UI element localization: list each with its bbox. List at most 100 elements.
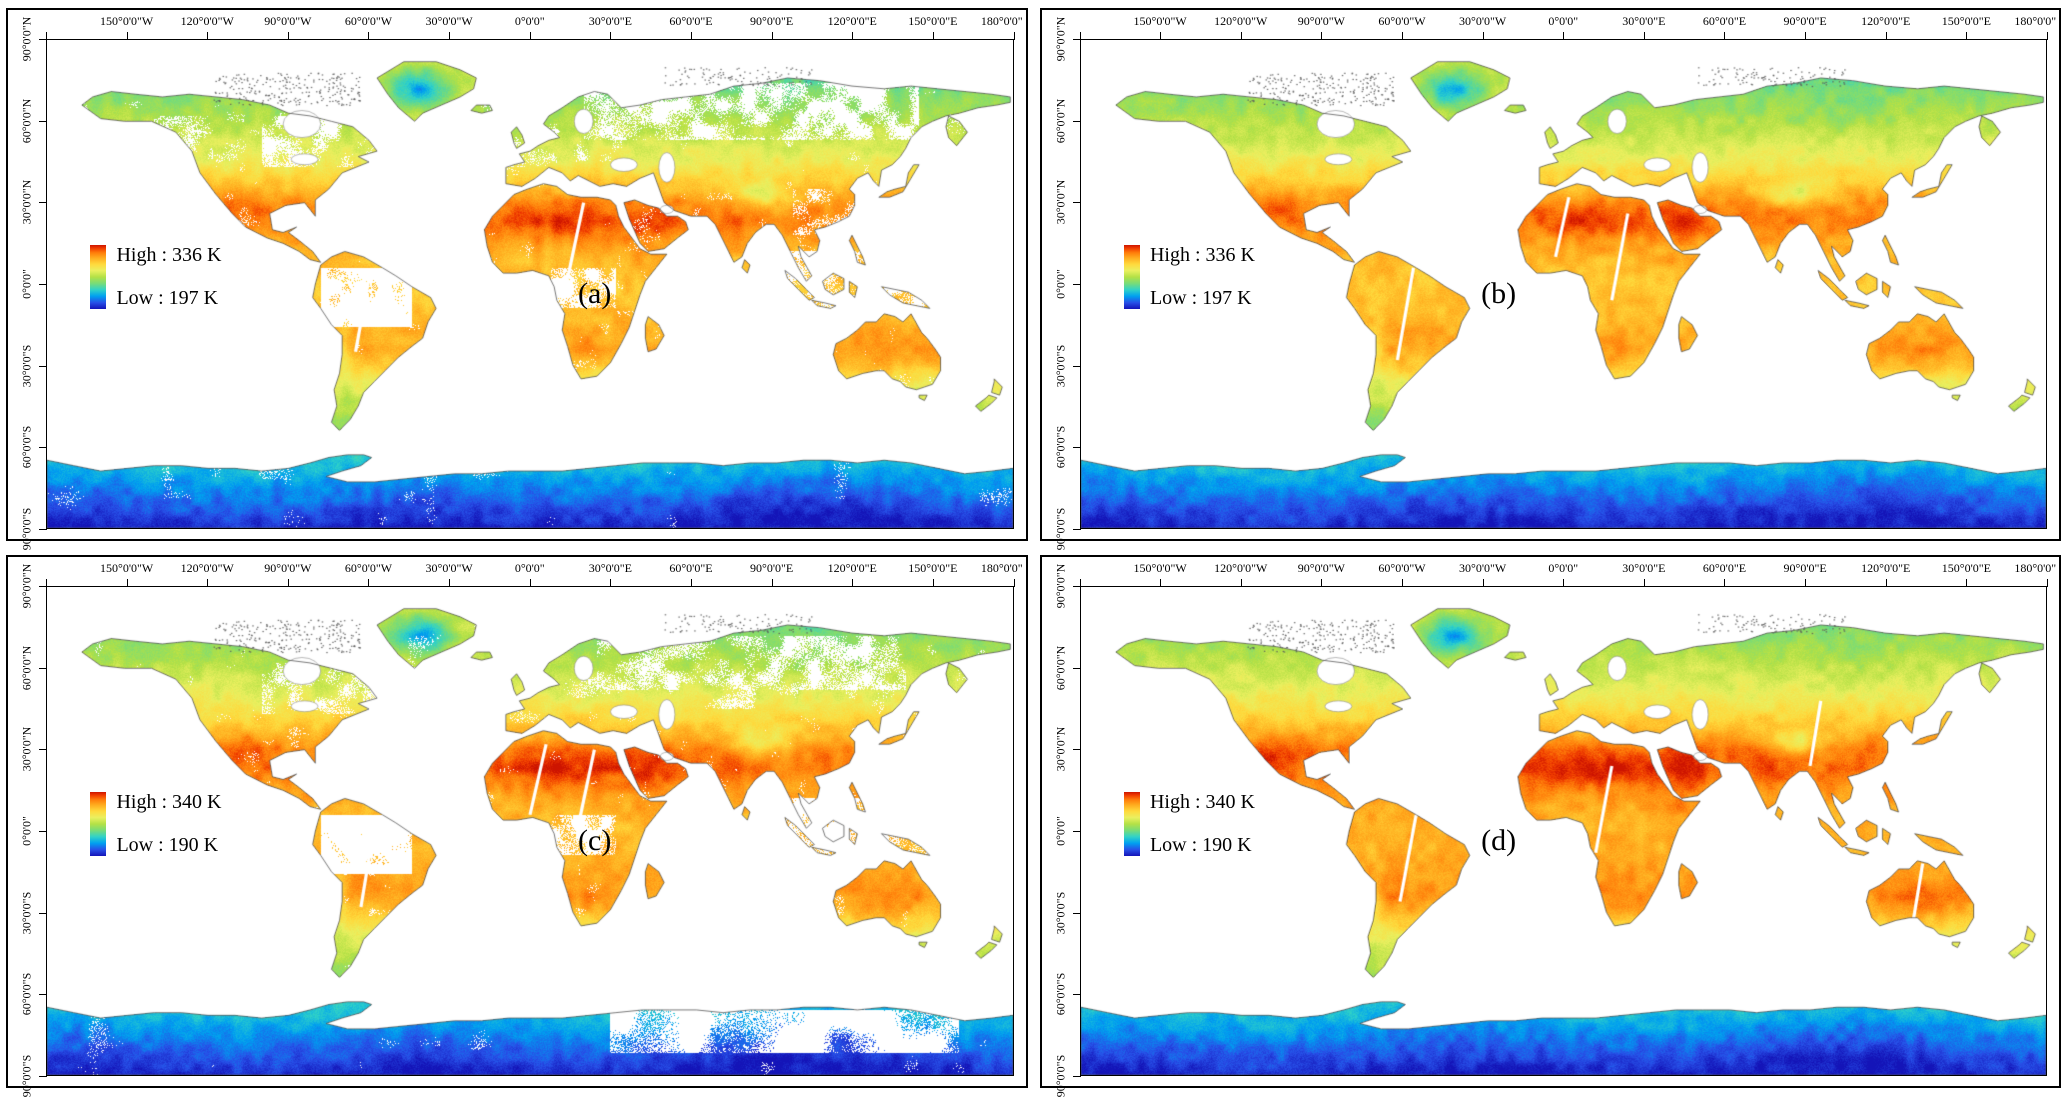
longitude-tick <box>1805 579 1807 587</box>
latitude-tick <box>1072 202 1081 204</box>
longitude-label: 150°0'0"W <box>1133 14 1187 28</box>
latitude-label: 90°0'0"N <box>1053 563 1067 609</box>
longitude-label: 120°0'0"W <box>180 561 234 575</box>
longitude-label: 180°0'0" <box>980 561 1023 575</box>
latitude-label: 0°0'0" <box>19 816 34 846</box>
longitude-tick <box>1079 32 1081 40</box>
longitude-tick <box>126 579 128 587</box>
temperature-legend: High : 340 K Low : 190 K <box>90 790 222 856</box>
longitude-label: 120°0'0"W <box>1214 14 1268 28</box>
color-ramp-bar <box>90 791 107 856</box>
latitude-label: 90°0'0"S <box>19 1054 34 1097</box>
longitude-label: 90°0'0"E <box>1783 561 1827 575</box>
world-lst-map-d <box>1080 587 2046 1075</box>
legend-labels: High : 336 K Low : 197 K <box>116 244 221 309</box>
latitude-axis: 90°0'0"N 60°0'0"N 30°0'0"N 0°0'0" 30°0'0"S 60… <box>14 564 47 1097</box>
latitude-label: 60°0'0"S <box>19 973 34 1016</box>
longitude-tick <box>46 579 47 587</box>
longitude-label: 150°0'0"W <box>1133 561 1187 575</box>
latitude-label: 0°0'0" <box>1053 269 1067 299</box>
longitude-label: 60°0'0"E <box>1702 14 1747 28</box>
longitude-label: 90°0'0"E <box>750 14 794 28</box>
longitude-label: 60°0'0"W <box>1378 561 1426 575</box>
longitude-tick <box>771 32 773 40</box>
world-lst-map-a <box>47 40 1013 528</box>
longitude-tick <box>1240 579 1242 587</box>
longitude-label: 90°0'0"W <box>1297 561 1345 575</box>
longitude-label: 60°0'0"W <box>1378 14 1426 28</box>
longitude-label: 120°0'0"W <box>1214 561 1268 575</box>
longitude-label: 150°0'0"E <box>1941 561 1991 575</box>
latitude-label: 30°0'0"S <box>19 344 34 387</box>
longitude-tick <box>1401 32 1403 40</box>
longitude-tick <box>287 579 289 587</box>
latitude-label: 90°0'0"N <box>19 16 34 62</box>
longitude-tick <box>1643 32 1645 40</box>
latitude-tick <box>39 1076 47 1077</box>
longitude-label: 30°0'0"E <box>1622 14 1666 28</box>
longitude-tick <box>1013 32 1015 40</box>
longitude-label: 180°0'0" <box>2014 561 2057 575</box>
longitude-tick <box>932 579 934 587</box>
legend-high-label: High : 336 K <box>1149 243 1255 266</box>
longitude-tick <box>932 32 934 40</box>
longitude-tick <box>610 32 612 40</box>
longitude-tick <box>1563 579 1565 587</box>
longitude-tick <box>46 32 47 40</box>
legend-low-label: Low : 197 K <box>1149 286 1252 309</box>
latitude-label: 90°0'0"S <box>1053 507 1067 551</box>
longitude-label: 30°0'0"W <box>425 561 473 575</box>
longitude-label: 0°0'0" <box>514 14 545 28</box>
latitude-tick <box>1072 120 1081 122</box>
latitude-tick <box>39 120 47 122</box>
temperature-legend: High : 340 K Low : 190 K <box>1123 791 1255 856</box>
latitude-label: 30°0'0"N <box>1053 727 1067 772</box>
longitude-tick <box>690 579 692 587</box>
latitude-label: 30°0'0"N <box>1053 180 1067 225</box>
latitude-label: 0°0'0" <box>1053 816 1067 846</box>
latitude-tick <box>1072 586 1081 587</box>
longitude-label: 90°0'0"W <box>1297 14 1345 28</box>
longitude-axis: 150°0'0"W 120°0'0"W 90°0'0"W 60°0'0"W 30°0'0… <box>46 12 1023 40</box>
longitude-label: 150°0'0"E <box>908 561 958 575</box>
longitude-tick <box>1885 579 1887 587</box>
longitude-label: 150°0'0"E <box>908 14 958 28</box>
panel-c: 150°0'0"W 120°0'0"W 90°0'0"W 60°0'0"W 30°0'0… <box>6 555 1028 1097</box>
temperature-legend: High : 336 K Low : 197 K <box>1123 243 1255 309</box>
latitude-label: 60°0'0"S <box>1053 973 1067 1016</box>
longitude-label: 120°0'0"E <box>1861 14 1911 28</box>
longitude-label: 0°0'0" <box>1548 14 1579 28</box>
longitude-label: 120°0'0"E <box>1861 561 1911 575</box>
longitude-tick <box>1482 579 1484 587</box>
latitude-label: 30°0'0"S <box>19 891 34 934</box>
longitude-tick <box>1160 579 1162 587</box>
longitude-label: 0°0'0" <box>1548 561 1579 575</box>
longitude-label: 90°0'0"E <box>750 561 794 575</box>
latitude-tick <box>39 831 47 832</box>
map-frame: High : 336 K Low : 197 K (a) <box>46 39 1014 529</box>
longitude-tick <box>449 579 451 587</box>
longitude-tick <box>529 32 531 40</box>
longitude-tick <box>852 32 854 40</box>
latitude-axis: 90°0'0"N 60°0'0"N 30°0'0"N 0°0'0" 30°0'0"S 60… <box>1048 17 1081 550</box>
panel-a: 150°0'0"W 120°0'0"W 90°0'0"W 60°0'0"W 30°0'0… <box>6 8 1028 550</box>
longitude-tick <box>1160 32 1162 40</box>
longitude-tick <box>690 32 692 40</box>
longitude-tick <box>1724 32 1726 40</box>
latitude-label: 90°0'0"N <box>19 563 34 609</box>
longitude-label: 90°0'0"W <box>264 561 312 575</box>
longitude-label: 60°0'0"E <box>1702 561 1747 575</box>
latitude-tick <box>1072 447 1081 449</box>
longitude-tick <box>1966 32 1968 40</box>
longitude-tick <box>1079 579 1081 587</box>
longitude-label: 90°0'0"E <box>1783 14 1827 28</box>
latitude-axis: 90°0'0"N 60°0'0"N 30°0'0"N 0°0'0" 30°0'0"S 60… <box>14 17 47 550</box>
longitude-tick <box>1240 32 1242 40</box>
latitude-tick <box>39 39 47 40</box>
temperature-legend: High : 336 K Low : 197 K <box>90 244 221 309</box>
legend-labels: High : 340 K Low : 190 K <box>1150 791 1255 856</box>
panel-caption-d: (d) <box>1481 823 1517 857</box>
longitude-tick <box>1966 579 1968 587</box>
longitude-axis: 150°0'0"W 120°0'0"W 90°0'0"W 60°0'0"W 30°0'0… <box>46 559 1023 587</box>
legend-high-label: High : 340 K <box>116 790 222 813</box>
